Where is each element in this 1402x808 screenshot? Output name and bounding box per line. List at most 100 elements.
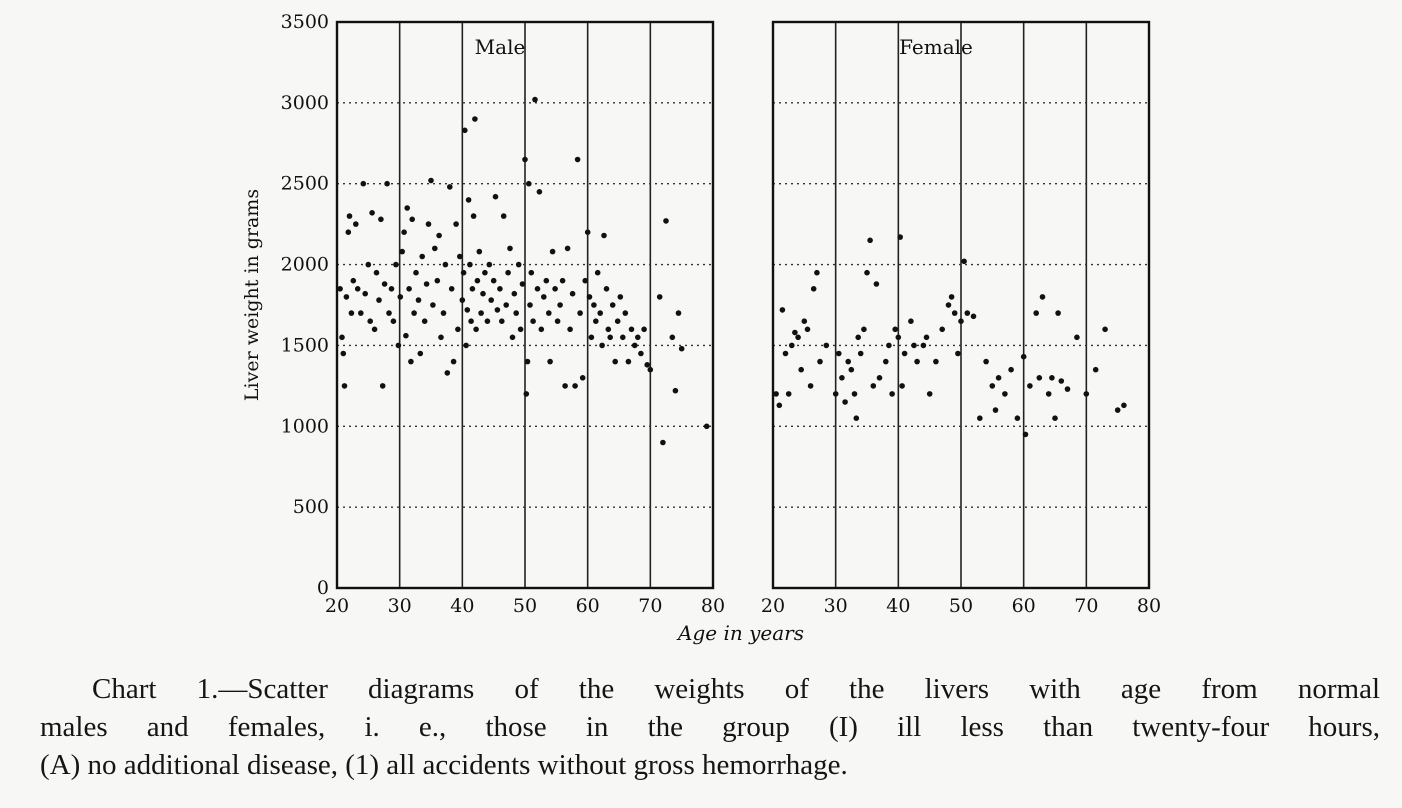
data-point [607,334,613,341]
data-point [883,358,889,365]
scatter-figure: 20 30 40 50 60 70 80 0 500 1000 1500 2000 2500 3000 35… [241,11,1161,645]
data-point [353,221,359,227]
data-point [823,342,830,349]
data-point [1008,366,1014,373]
x-tick-label: 40 [886,595,910,617]
data-point [977,415,983,422]
data-point [892,326,898,333]
data-point [343,294,350,300]
data-point [1045,391,1052,397]
data-point [465,197,472,203]
data-point [408,358,414,365]
data-point [873,281,880,287]
data-point [415,297,422,303]
data-point [1052,415,1058,422]
x-tick-label: 60 [1012,595,1036,617]
data-point [1039,294,1046,300]
data-point [432,245,438,252]
x-tick-label: 70 [1074,595,1098,617]
data-point [455,326,461,333]
data-point [663,218,669,224]
data-point [599,342,605,349]
data-point [528,269,535,276]
x-tick-label: 70 [638,595,662,617]
data-point [476,248,483,255]
data-point [995,375,1002,381]
data-point [795,334,801,341]
data-point [842,399,848,405]
data-point [939,326,945,333]
data-point [557,302,563,308]
data-point [507,245,513,252]
data-point [647,366,654,373]
x-tick-label: 50 [513,595,537,617]
data-point [468,318,474,325]
data-point [923,334,930,341]
data-point [423,281,430,287]
data-point [453,221,459,227]
data-point [1064,386,1071,392]
data-point [926,391,933,397]
data-point [851,391,858,397]
y-tick-label: 2000 [281,254,329,276]
data-point [559,277,566,284]
data-point [801,318,808,325]
data-point [381,281,388,287]
data-point [1058,378,1065,384]
data-point [908,318,914,325]
data-point [886,342,892,349]
data-point [345,229,352,235]
data-point [417,350,424,357]
data-point [524,358,531,365]
data-point [486,261,493,268]
x-tick-label: 80 [1137,595,1161,617]
data-point [798,366,804,373]
data-point [406,286,412,292]
data-point [473,326,479,333]
data-point [1121,402,1127,409]
data-point [588,334,595,341]
data-point [857,350,864,357]
data-point [517,326,524,333]
data-point [789,342,795,349]
data-point [807,383,814,389]
data-point [675,310,682,316]
data-point [638,350,644,357]
data-point [594,269,601,276]
data-point [586,294,593,300]
data-point [1114,407,1121,413]
data-point [920,342,927,349]
data-point [779,307,786,313]
data-point [782,350,789,357]
y-axis-label: Liver weight in grams [241,189,263,401]
data-point [703,423,710,430]
data-point [413,269,419,276]
chart-panel-1: 20 30 40 50 60 70 80 Female [761,20,1161,617]
data-point [876,375,883,381]
data-point [530,318,536,325]
data-point [970,313,977,320]
data-point [631,342,638,349]
data-point [434,277,441,284]
data-point [450,358,457,365]
data-point [515,261,522,268]
data-point [459,297,466,303]
data-point [497,286,503,292]
panel-title: Female [899,35,973,59]
data-point [899,383,905,389]
data-point [395,342,402,349]
data-point [419,253,426,260]
data-point [527,302,533,308]
data-point [895,334,902,341]
data-point [546,310,552,316]
data-point [538,326,545,333]
data-point [393,261,399,268]
data-point [442,261,449,268]
data-point [870,383,877,389]
data-point [464,307,471,313]
data-point [792,329,798,336]
data-point [951,310,958,316]
data-point [362,290,369,297]
data-point [597,310,603,316]
data-point [591,302,597,308]
